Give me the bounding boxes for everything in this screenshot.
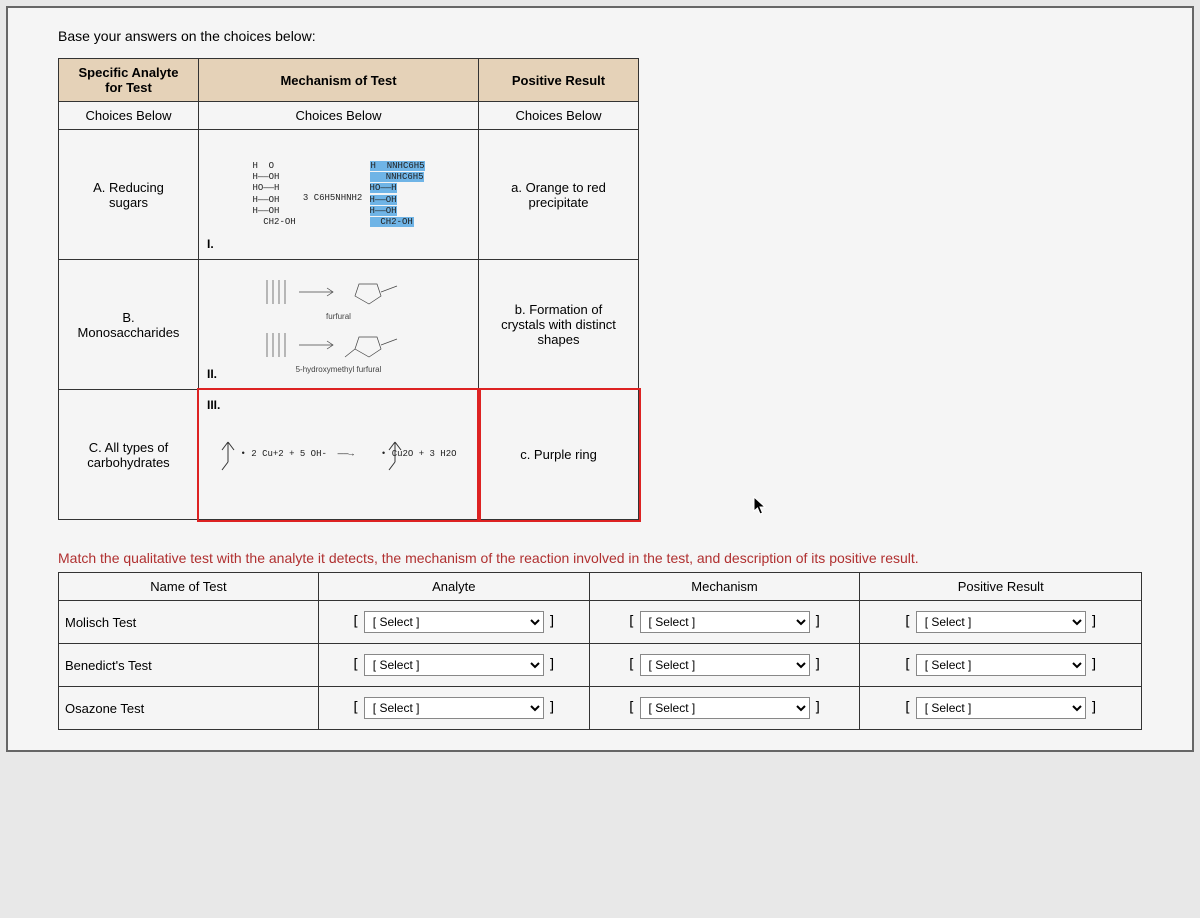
- aldehyde-left-icon: [218, 438, 240, 472]
- carboxyl-right-icon: [385, 438, 407, 472]
- table-row: Osazone Test [ [ Select ] ] [ [ Select ]…: [59, 687, 1142, 730]
- table-row: Benedict's Test [ [ Select ] ] [ [ Selec…: [59, 644, 1142, 687]
- th-result: Positive Result: [479, 59, 639, 102]
- furfural-scheme-1-icon: [259, 276, 419, 310]
- table-row: Molisch Test [ [ Select ] ] [ [ Select ]…: [59, 601, 1142, 644]
- analyte-c: C. All types of carbohydrates: [59, 390, 199, 520]
- test-name-1: Benedict's Test: [59, 644, 319, 687]
- mech1-right: H NNHC6H5 NNHC6H5 HO——H H——OH H——OH CH2-…: [370, 161, 425, 227]
- mh-result: Positive Result: [860, 573, 1142, 601]
- select-analyte-0[interactable]: [ Select ]: [364, 611, 544, 633]
- mech1-reagent: 3 C6H5NHNH2: [303, 193, 362, 204]
- choices-table: Specific Analyte for Test Mechanism of T…: [58, 58, 639, 520]
- choices-below-1: Choices Below: [59, 102, 199, 130]
- furfural-label-2: 5-hydroxymethyl furfural: [259, 365, 419, 374]
- select-mechanism-1[interactable]: [ Select ]: [640, 654, 810, 676]
- select-analyte-2[interactable]: [ Select ]: [364, 697, 544, 719]
- mh-analyte: Analyte: [318, 573, 589, 601]
- furfural-label-1: furfural: [259, 312, 419, 321]
- select-mechanism-0[interactable]: [ Select ]: [640, 611, 810, 633]
- mech3-text: • 2 Cu+2 + 5 OH- ——→ • Cu2O + 3 H2O: [240, 449, 456, 460]
- mechanism-3: III. • 2 Cu+2 + 5 OH- ——→ • Cu2O + 3 H2O: [199, 390, 479, 520]
- cursor-icon: [753, 496, 767, 516]
- result-c: c. Purple ring: [479, 390, 639, 520]
- mechanism-1: H O H——OH HO——H H——OH H——OH CH2-OH 3 C6H…: [199, 130, 479, 260]
- th-analyte: Specific Analyte for Test: [59, 59, 199, 102]
- result-a: a. Orange to red precipitate: [479, 130, 639, 260]
- select-result-2[interactable]: [ Select ]: [916, 697, 1086, 719]
- furfural-scheme-2-icon: [259, 329, 419, 363]
- test-name-2: Osazone Test: [59, 687, 319, 730]
- analyte-b: B. Monosaccharides: [59, 260, 199, 390]
- test-name-0: Molisch Test: [59, 601, 319, 644]
- choices-below-3: Choices Below: [479, 102, 639, 130]
- mech3-label: III.: [207, 398, 220, 412]
- mh-name: Name of Test: [59, 573, 319, 601]
- mh-mechanism: Mechanism: [589, 573, 860, 601]
- choices-below-2: Choices Below: [199, 102, 479, 130]
- mech1-label: I.: [207, 237, 214, 251]
- result-b: b. Formation of crystals with distinct s…: [479, 260, 639, 390]
- mech2-label: II.: [207, 367, 217, 381]
- intro-text: Base your answers on the choices below:: [58, 28, 1142, 44]
- select-result-1[interactable]: [ Select ]: [916, 654, 1086, 676]
- th-mechanism: Mechanism of Test: [199, 59, 479, 102]
- match-instruction: Match the qualitative test with the anal…: [58, 550, 1142, 566]
- mech1-left: H O H——OH HO——H H——OH H——OH CH2-OH: [252, 161, 295, 227]
- analyte-a: A. Reducing sugars: [59, 130, 199, 260]
- match-table: Name of Test Analyte Mechanism Positive …: [58, 572, 1142, 730]
- select-analyte-1[interactable]: [ Select ]: [364, 654, 544, 676]
- mechanism-2: furfural: [199, 260, 479, 390]
- select-result-0[interactable]: [ Select ]: [916, 611, 1086, 633]
- select-mechanism-2[interactable]: [ Select ]: [640, 697, 810, 719]
